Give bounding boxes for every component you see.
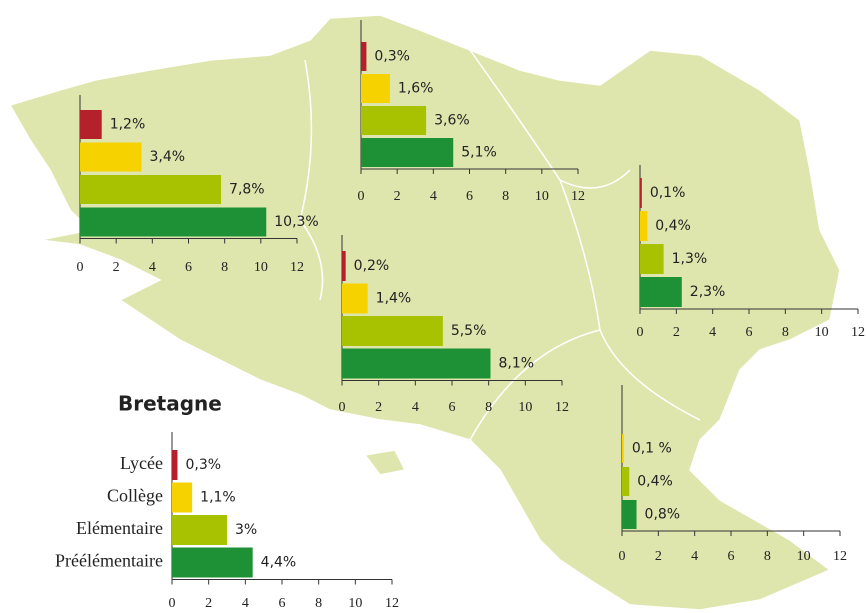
bar — [80, 207, 267, 237]
x-tick-label: 10 — [254, 260, 268, 275]
x-tick-label: 8 — [764, 549, 771, 564]
x-tick-label: 12 — [833, 549, 847, 564]
value-label: 4,4% — [261, 555, 297, 571]
x-tick-label: 0 — [169, 596, 176, 611]
bar — [640, 277, 682, 307]
value-label: 1,1% — [200, 490, 236, 506]
value-label: 0,3% — [374, 49, 410, 65]
chart-title: Bretagne — [118, 392, 222, 416]
bar — [342, 283, 368, 314]
bar — [172, 515, 227, 545]
bar — [342, 316, 443, 346]
x-tick-label: 10 — [518, 400, 532, 415]
x-tick-label: 6 — [449, 400, 456, 415]
value-label: 1,4% — [376, 291, 412, 307]
x-tick-label: 10 — [797, 549, 811, 564]
x-tick-label: 8 — [221, 260, 228, 275]
x-tick-label: 10 — [535, 189, 549, 204]
x-tick-label: 12 — [385, 596, 399, 611]
x-tick-label: 12 — [571, 189, 585, 204]
bar — [361, 106, 427, 135]
value-label: 8,1% — [499, 356, 535, 372]
bar — [342, 251, 346, 281]
x-tick-label: 2 — [673, 325, 680, 340]
x-tick-label: 2 — [655, 549, 662, 564]
bar — [342, 348, 491, 379]
bar — [361, 74, 390, 103]
island — [363, 449, 407, 476]
category-label: Elémentaire — [76, 518, 163, 538]
x-tick-label: 8 — [485, 400, 492, 415]
x-tick-label: 8 — [782, 325, 789, 340]
bar — [640, 211, 648, 241]
value-label: 7,8% — [229, 182, 265, 198]
value-label: 0,1% — [650, 185, 686, 201]
x-tick-label: 4 — [709, 325, 716, 340]
x-tick-label: 12 — [290, 260, 304, 275]
value-label: 0,3% — [186, 457, 222, 473]
x-tick-label: 4 — [412, 400, 419, 415]
value-label: 0,2% — [354, 258, 390, 274]
land — [8, 14, 841, 611]
x-tick-label: 4 — [430, 189, 437, 204]
x-tick-label: 6 — [279, 596, 286, 611]
x-tick-label: 0 — [339, 400, 346, 415]
value-label: 0,4% — [637, 474, 673, 490]
bar — [80, 110, 102, 139]
value-label: 1,6% — [398, 81, 434, 97]
x-tick-label: 2 — [394, 189, 401, 204]
category-label: Collège — [107, 486, 163, 506]
x-tick-label: 0 — [358, 189, 365, 204]
x-tick-label: 10 — [348, 596, 362, 611]
x-tick-label: 8 — [315, 596, 322, 611]
value-label: 3,4% — [149, 149, 185, 165]
x-tick-label: 6 — [746, 325, 753, 340]
bar — [172, 450, 178, 480]
value-label: 10,3% — [274, 214, 318, 230]
value-label: 3,6% — [434, 113, 470, 129]
value-label: 3% — [235, 522, 257, 538]
bar — [640, 178, 642, 208]
value-label: 2,3% — [690, 284, 726, 300]
category-label: Lycée — [120, 453, 163, 473]
bar — [80, 175, 222, 204]
value-label: 1,2% — [110, 117, 146, 133]
value-label: 5,1% — [461, 145, 497, 161]
x-tick-label: 6 — [466, 189, 473, 204]
region-map — [8, 14, 841, 611]
x-tick-label: 0 — [619, 549, 626, 564]
x-tick-label: 12 — [555, 400, 569, 415]
x-tick-label: 4 — [242, 596, 249, 611]
bar — [622, 434, 624, 463]
bar — [80, 142, 142, 172]
x-tick-label: 2 — [205, 596, 212, 611]
bar — [172, 482, 193, 513]
category-label: Préélémentaire — [55, 551, 163, 571]
bar — [622, 467, 630, 496]
x-tick-label: 2 — [113, 260, 120, 275]
x-tick-label: 4 — [149, 260, 156, 275]
value-label: 0,4% — [655, 218, 691, 234]
x-tick-label: 12 — [851, 325, 865, 340]
x-tick-label: 10 — [815, 325, 829, 340]
border — [299, 49, 701, 441]
value-label: 0,1 % — [632, 441, 672, 457]
bar — [640, 244, 664, 274]
x-tick-label: 2 — [375, 400, 382, 415]
bar — [361, 138, 454, 167]
value-label: 0,8% — [645, 507, 681, 523]
x-tick-label: 0 — [77, 260, 84, 275]
bar — [361, 42, 367, 71]
x-tick-label: 4 — [691, 549, 698, 564]
x-tick-label: 8 — [502, 189, 509, 204]
x-tick-label: 0 — [637, 325, 644, 340]
value-label: 5,5% — [451, 323, 487, 339]
value-label: 1,3% — [672, 251, 708, 267]
x-tick-label: 6 — [728, 549, 735, 564]
bar — [172, 547, 253, 578]
x-tick-label: 6 — [185, 260, 192, 275]
bar — [622, 500, 637, 529]
